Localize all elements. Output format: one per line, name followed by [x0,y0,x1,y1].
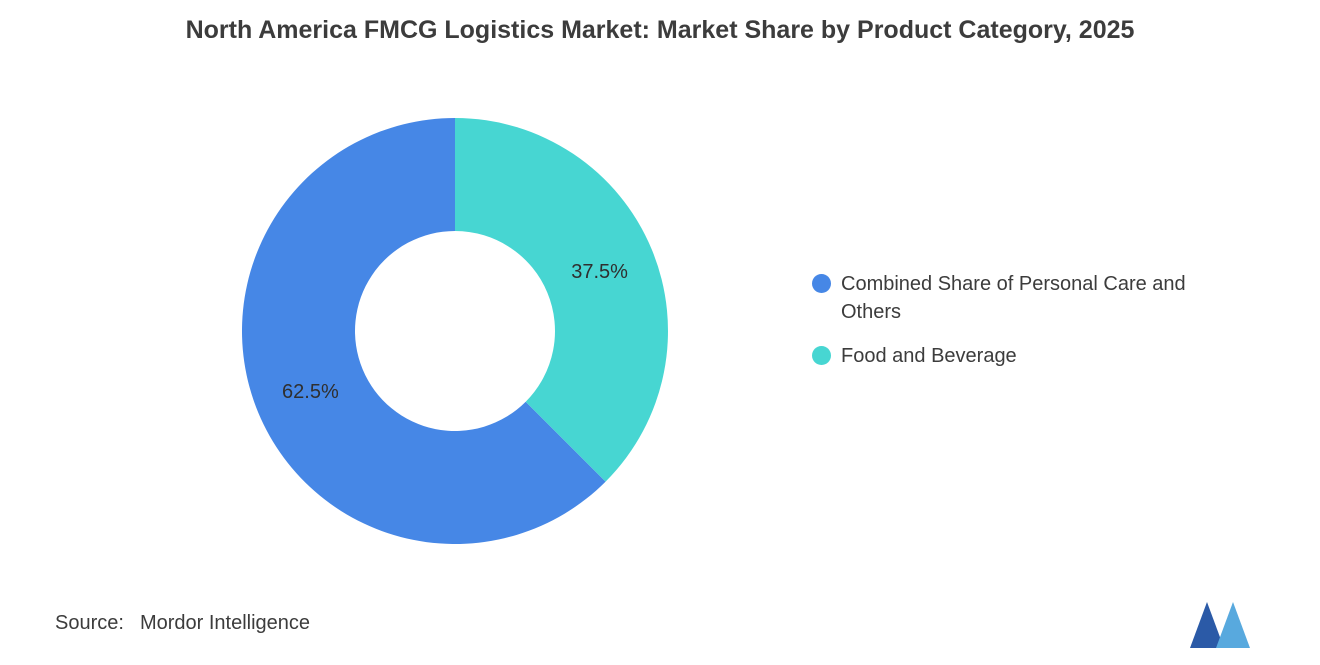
legend-swatch-teal [812,346,831,365]
chart-title: North America FMCG Logistics Market: Mar… [185,16,1135,44]
legend-item-food-beverage: Food and Beverage [812,342,1242,370]
logo-left-peak [1190,602,1224,648]
donut-slice [455,118,668,482]
donut-slice [241,118,606,544]
slice-label: 37.5% [571,261,628,283]
logo-right-peak [1216,602,1250,648]
source-attribution: Source: Mordor Intelligence [55,612,310,635]
legend-item-personal-care-others: Combined Share of Personal Care and Othe… [812,270,1242,326]
slice-label: 62.5% [282,381,339,403]
legend-label: Food and Beverage [841,345,1017,367]
source-prefix: Source: [55,612,124,634]
chart-legend: Combined Share of Personal Care and Othe… [812,270,1242,386]
source-name: Mordor Intelligence [139,612,311,634]
legend-swatch-blue [812,274,831,293]
mordor-intelligence-logo [1190,602,1250,648]
legend-label: Combined Share of Personal Care and Othe… [841,273,1186,323]
donut-chart: 62.5% 37.5% [241,118,668,544]
